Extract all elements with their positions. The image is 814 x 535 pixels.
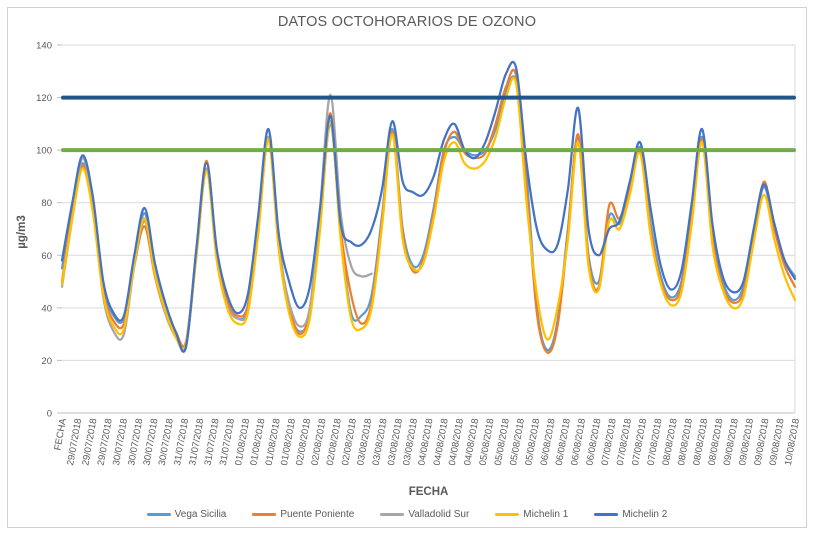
legend-item-vega-sicilia: Vega Sicilia (146, 509, 227, 520)
x-tick-label: 10/08/2018 (783, 418, 802, 467)
legend-line-swatch (252, 513, 277, 516)
x-axis-title: FECHA (408, 486, 449, 498)
legend-item-michelin-2: Michelin 2 (594, 509, 667, 520)
x-tick-labels: FECHA29/07/201829/07/201829/07/201830/07… (53, 417, 802, 466)
legend-line-swatch (594, 513, 619, 516)
legend-line-swatch (146, 513, 171, 516)
y-tick-label: 0 (47, 409, 52, 420)
y-tick-label: 140 (36, 41, 52, 52)
chart-border (7, 7, 807, 528)
series-line-puente-poniente (60, 68, 797, 354)
legend-line-swatch (380, 513, 405, 516)
series-line-michelin-1 (60, 76, 797, 351)
series-line-michelin-2 (60, 60, 797, 353)
legend-label: Puente Poniente (280, 509, 355, 520)
legend-item-michelin-1: Michelin 1 (495, 509, 568, 520)
y-axis-title: µg/m3 (16, 215, 28, 249)
legend-line-swatch (495, 513, 520, 516)
legend-label: Michelin 2 (622, 509, 668, 520)
series-lines (60, 60, 797, 354)
legend-item-puente-poniente: Puente Poniente (252, 509, 354, 520)
chart-title: DATOS OCTOHORARIOS DE OZONO (277, 14, 537, 30)
y-tick-label: 120 (36, 93, 52, 104)
series-line-vega-sicilia (60, 75, 797, 353)
y-tick-label: 20 (41, 356, 52, 367)
legend-label: Michelin 1 (523, 509, 569, 520)
y-tick-labels: 0 20 40 60 80 100 120 140 (36, 41, 52, 420)
legend-label: Valladolid Sur (408, 509, 470, 520)
y-tick-marks (57, 44, 62, 414)
y-tick-label: 80 (41, 198, 52, 209)
x-tick-label: FECHA (53, 417, 70, 451)
reference-lines (61, 95, 796, 153)
gridlines (62, 44, 795, 361)
y-tick-label: 100 (36, 146, 52, 157)
legend-item-valladolid-sur: Valladolid Sur (380, 509, 469, 520)
legend-label: Vega Sicilia (174, 509, 227, 520)
chart-legend: Vega Sicilia Puente Poniente Valladolid Su… (0, 509, 814, 520)
y-tick-label: 40 (41, 303, 52, 314)
y-tick-label: 60 (41, 251, 52, 262)
